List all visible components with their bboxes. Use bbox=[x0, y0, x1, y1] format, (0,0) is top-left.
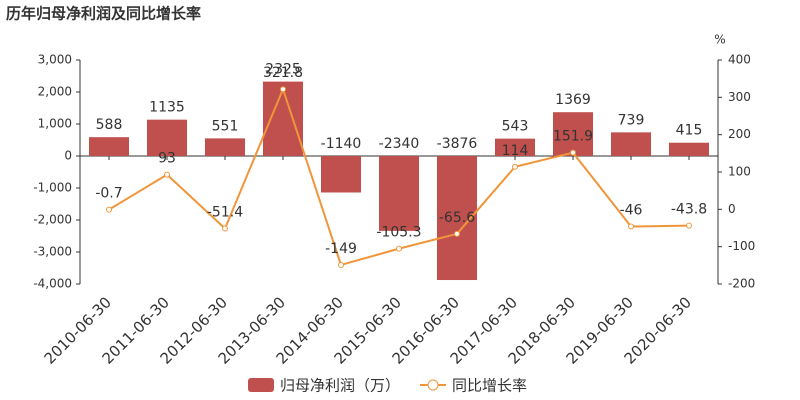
bar bbox=[669, 142, 709, 156]
legend-label: 同比增长率 bbox=[452, 377, 527, 395]
bar-label: 739 bbox=[618, 112, 645, 128]
line-label: -149 bbox=[325, 241, 357, 257]
y-tick-label: 1,000 bbox=[38, 117, 72, 131]
y2-tick-label: 400 bbox=[728, 53, 751, 67]
bar bbox=[147, 119, 187, 156]
y2-tick-label: 200 bbox=[728, 127, 751, 141]
line-point bbox=[628, 223, 634, 230]
line-point bbox=[164, 171, 170, 178]
y-tick-label: -2,000 bbox=[33, 213, 72, 227]
line-label: -46 bbox=[620, 203, 643, 219]
legend-swatch bbox=[248, 378, 274, 392]
line-point bbox=[396, 245, 402, 252]
line-point bbox=[338, 261, 344, 268]
bar bbox=[495, 138, 535, 156]
bar-label: 2325 bbox=[265, 62, 301, 78]
y2-tick-label: 100 bbox=[728, 165, 751, 179]
y-tick-label: 3,000 bbox=[38, 53, 72, 67]
line-label: -0.7 bbox=[95, 186, 122, 202]
bar bbox=[379, 156, 419, 231]
bar-label: 1135 bbox=[149, 100, 185, 116]
y2-tick-label: -200 bbox=[728, 277, 755, 291]
line-label: -43.8 bbox=[671, 202, 707, 218]
bar bbox=[321, 156, 361, 193]
legend-label: 归母净利润（万） bbox=[280, 377, 400, 395]
bar bbox=[263, 81, 303, 156]
bar bbox=[553, 112, 593, 156]
line-point bbox=[686, 222, 692, 229]
line-label: 114 bbox=[502, 143, 529, 159]
line-point bbox=[280, 86, 286, 93]
bar-label: -1140 bbox=[321, 136, 362, 152]
y2-tick-label: 0 bbox=[728, 202, 736, 216]
bar-label: -3876 bbox=[437, 136, 478, 152]
line-point bbox=[106, 206, 112, 213]
bar-label: -2340 bbox=[379, 136, 420, 152]
y2-tick-label: 300 bbox=[728, 90, 751, 104]
bar bbox=[89, 137, 129, 156]
line-point bbox=[512, 163, 518, 170]
bar bbox=[611, 132, 651, 156]
line-point bbox=[570, 149, 576, 156]
line-point bbox=[454, 230, 460, 237]
bar-label: 543 bbox=[502, 119, 529, 135]
y-tick-label: -4,000 bbox=[33, 277, 72, 291]
y2-tick-label: -100 bbox=[728, 239, 755, 253]
bar-label: 1369 bbox=[555, 92, 591, 108]
line-label: 151.9 bbox=[553, 129, 593, 145]
y-tick-label: 2,000 bbox=[38, 85, 72, 99]
legend-swatch bbox=[427, 379, 439, 391]
line-label: -105.3 bbox=[376, 225, 421, 241]
line-label: -51.4 bbox=[207, 205, 243, 221]
line-point bbox=[222, 225, 228, 232]
bar-label: 551 bbox=[212, 118, 239, 134]
y-tick-label: -3,000 bbox=[33, 245, 72, 259]
chart-title: 历年归母净利润及同比增长率 bbox=[6, 5, 201, 23]
line-label: 321.8 bbox=[263, 65, 303, 81]
line-label: 93 bbox=[158, 151, 176, 167]
y-tick-label: 0 bbox=[64, 149, 72, 163]
y-tick-label: -1,000 bbox=[33, 181, 72, 195]
bar-label: 588 bbox=[96, 117, 123, 133]
line-label: -65.6 bbox=[439, 210, 475, 226]
y2-axis-label: % bbox=[714, 33, 725, 47]
bar-label: 415 bbox=[676, 123, 703, 139]
bar bbox=[205, 138, 245, 156]
